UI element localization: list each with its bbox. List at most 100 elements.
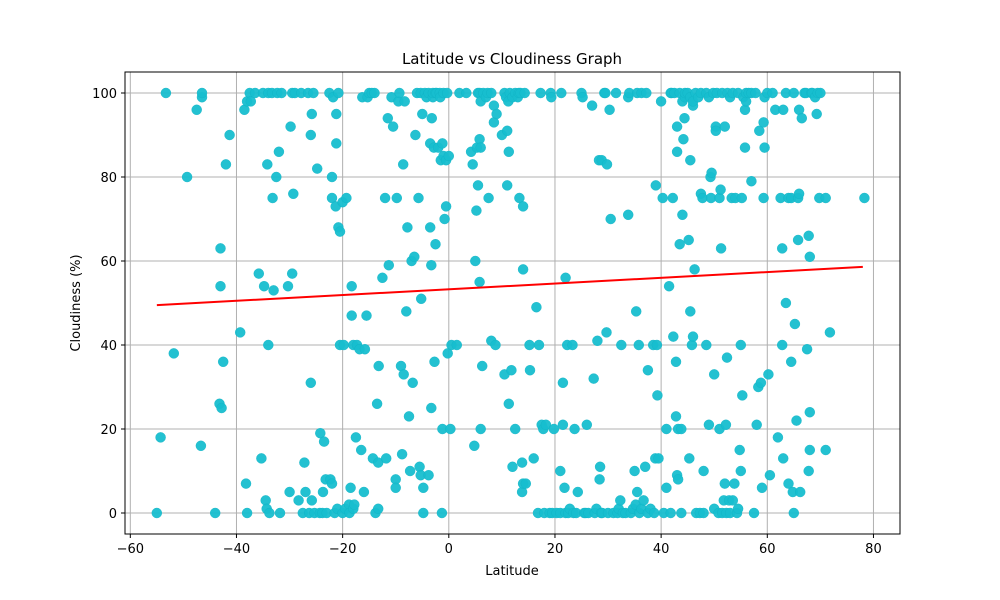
data-point (573, 487, 583, 497)
data-point (740, 143, 750, 153)
data-point (825, 327, 835, 337)
data-point (384, 260, 394, 270)
data-point (661, 483, 671, 493)
data-point (736, 466, 746, 476)
data-point (756, 378, 766, 388)
data-point (805, 407, 815, 417)
data-point (409, 252, 419, 262)
data-point (546, 92, 556, 102)
data-point (356, 445, 366, 455)
data-point (518, 264, 528, 274)
data-point (301, 487, 311, 497)
data-point (805, 445, 815, 455)
data-point (470, 256, 480, 266)
data-point (274, 147, 284, 157)
data-point (476, 143, 486, 153)
data-point (306, 378, 316, 388)
data-point (264, 508, 274, 518)
data-point (685, 306, 695, 316)
data-point (312, 164, 322, 174)
data-point (380, 193, 390, 203)
data-point (760, 143, 770, 153)
data-point (521, 479, 531, 489)
data-point (218, 357, 228, 367)
data-point (729, 479, 739, 489)
data-point (781, 298, 791, 308)
data-point (789, 88, 799, 98)
data-point (720, 479, 730, 489)
data-point (196, 441, 206, 451)
data-point (491, 340, 501, 350)
data-point (606, 214, 616, 224)
data-point (347, 281, 357, 291)
data-point (217, 403, 227, 413)
data-point (416, 294, 426, 304)
data-point (699, 508, 709, 518)
data-point (821, 193, 831, 203)
data-point (777, 340, 787, 350)
data-point (486, 88, 496, 98)
data-point (804, 466, 814, 476)
data-point (392, 193, 402, 203)
data-point (441, 201, 451, 211)
data-point (757, 483, 767, 493)
data-point (558, 378, 568, 388)
data-point (269, 285, 279, 295)
data-point (671, 357, 681, 367)
data-point (795, 487, 805, 497)
data-point (749, 508, 759, 518)
data-point (797, 113, 807, 123)
data-point (735, 445, 745, 455)
data-point (182, 172, 192, 182)
data-point (502, 126, 512, 136)
data-point (405, 466, 415, 476)
data-point (410, 130, 420, 140)
data-point (611, 88, 621, 98)
data-point (684, 453, 694, 463)
data-point (235, 327, 245, 337)
data-point (197, 88, 207, 98)
data-point (736, 340, 746, 350)
data-point (256, 453, 266, 463)
data-point (286, 122, 296, 132)
data-point (442, 88, 452, 98)
data-point (652, 340, 662, 350)
data-point (254, 269, 264, 279)
y-tick-label: 100 (92, 87, 117, 102)
data-point (374, 361, 384, 371)
data-point (805, 252, 815, 262)
data-point (555, 466, 565, 476)
data-point (152, 508, 162, 518)
data-point (510, 424, 520, 434)
data-point (418, 508, 428, 518)
y-axis-label: Cloudiness (%) (69, 254, 84, 351)
data-point (821, 445, 831, 455)
data-point (676, 424, 686, 434)
data-point (241, 479, 251, 489)
data-point (414, 193, 424, 203)
data-point (582, 420, 592, 430)
data-point (578, 92, 588, 102)
data-point (210, 508, 220, 518)
x-tick-label: −60 (117, 542, 144, 557)
data-point (529, 453, 539, 463)
data-point (531, 302, 541, 312)
data-point (468, 159, 478, 169)
data-point (391, 483, 401, 493)
data-point (161, 88, 171, 98)
x-tick-label: −40 (223, 542, 250, 557)
data-point (283, 281, 293, 291)
data-point (765, 470, 775, 480)
data-point (319, 437, 329, 447)
data-point (285, 487, 295, 497)
data-point (259, 281, 269, 291)
data-point (623, 210, 633, 220)
data-point (333, 88, 343, 98)
data-point (437, 138, 447, 148)
data-point (534, 340, 544, 350)
data-point (426, 260, 436, 270)
data-point (504, 147, 514, 157)
data-point (517, 458, 527, 468)
